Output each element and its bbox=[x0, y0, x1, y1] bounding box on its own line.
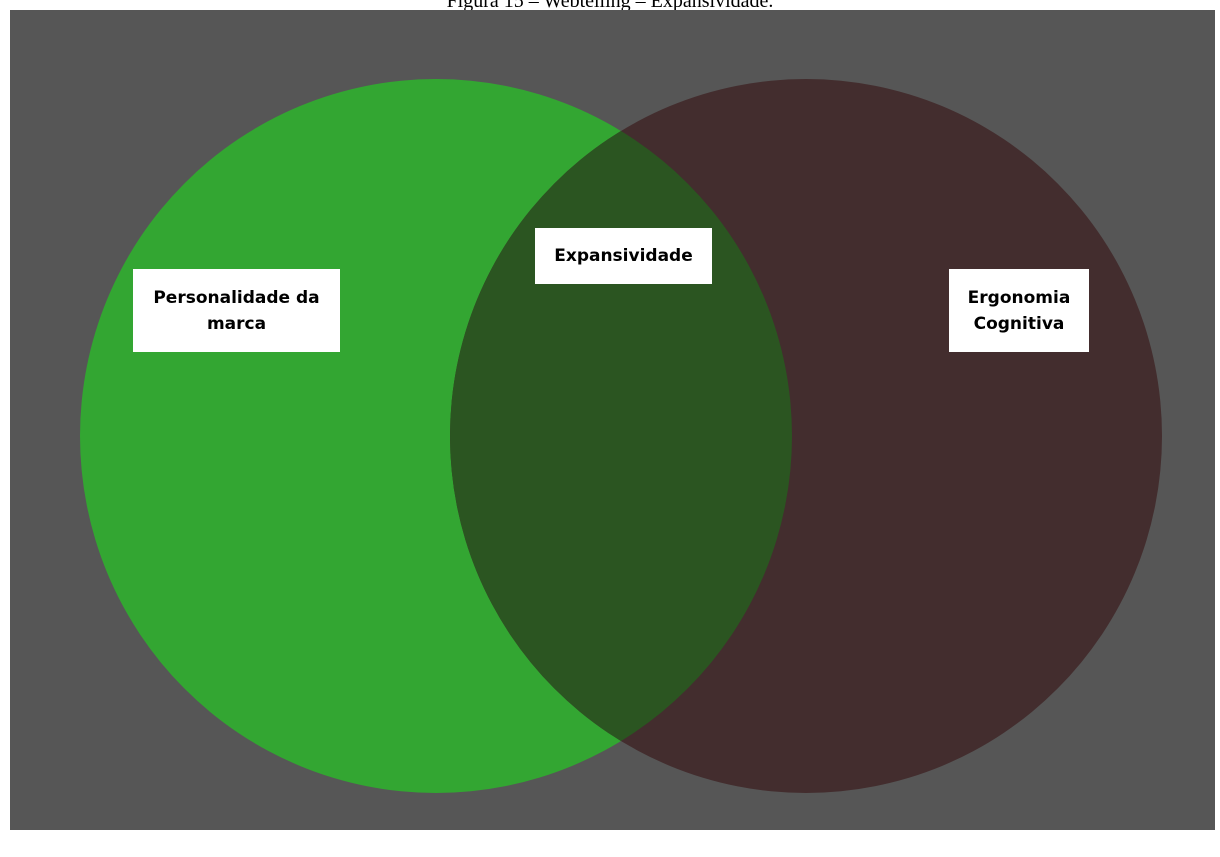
set-label-personalidade-da-marca: Personalidade da marca bbox=[133, 269, 340, 352]
venn-canvas bbox=[10, 10, 1215, 830]
venn-diagram: Personalidade da marca Expansividade Erg… bbox=[10, 10, 1215, 830]
intersection-label-expansividade: Expansividade bbox=[535, 228, 712, 284]
figure-caption: Figura 15 – Webtelling – Expansividade. bbox=[446, 0, 774, 12]
set-label-ergonomia-cognitiva: Ergonomia Cognitiva bbox=[949, 269, 1089, 352]
